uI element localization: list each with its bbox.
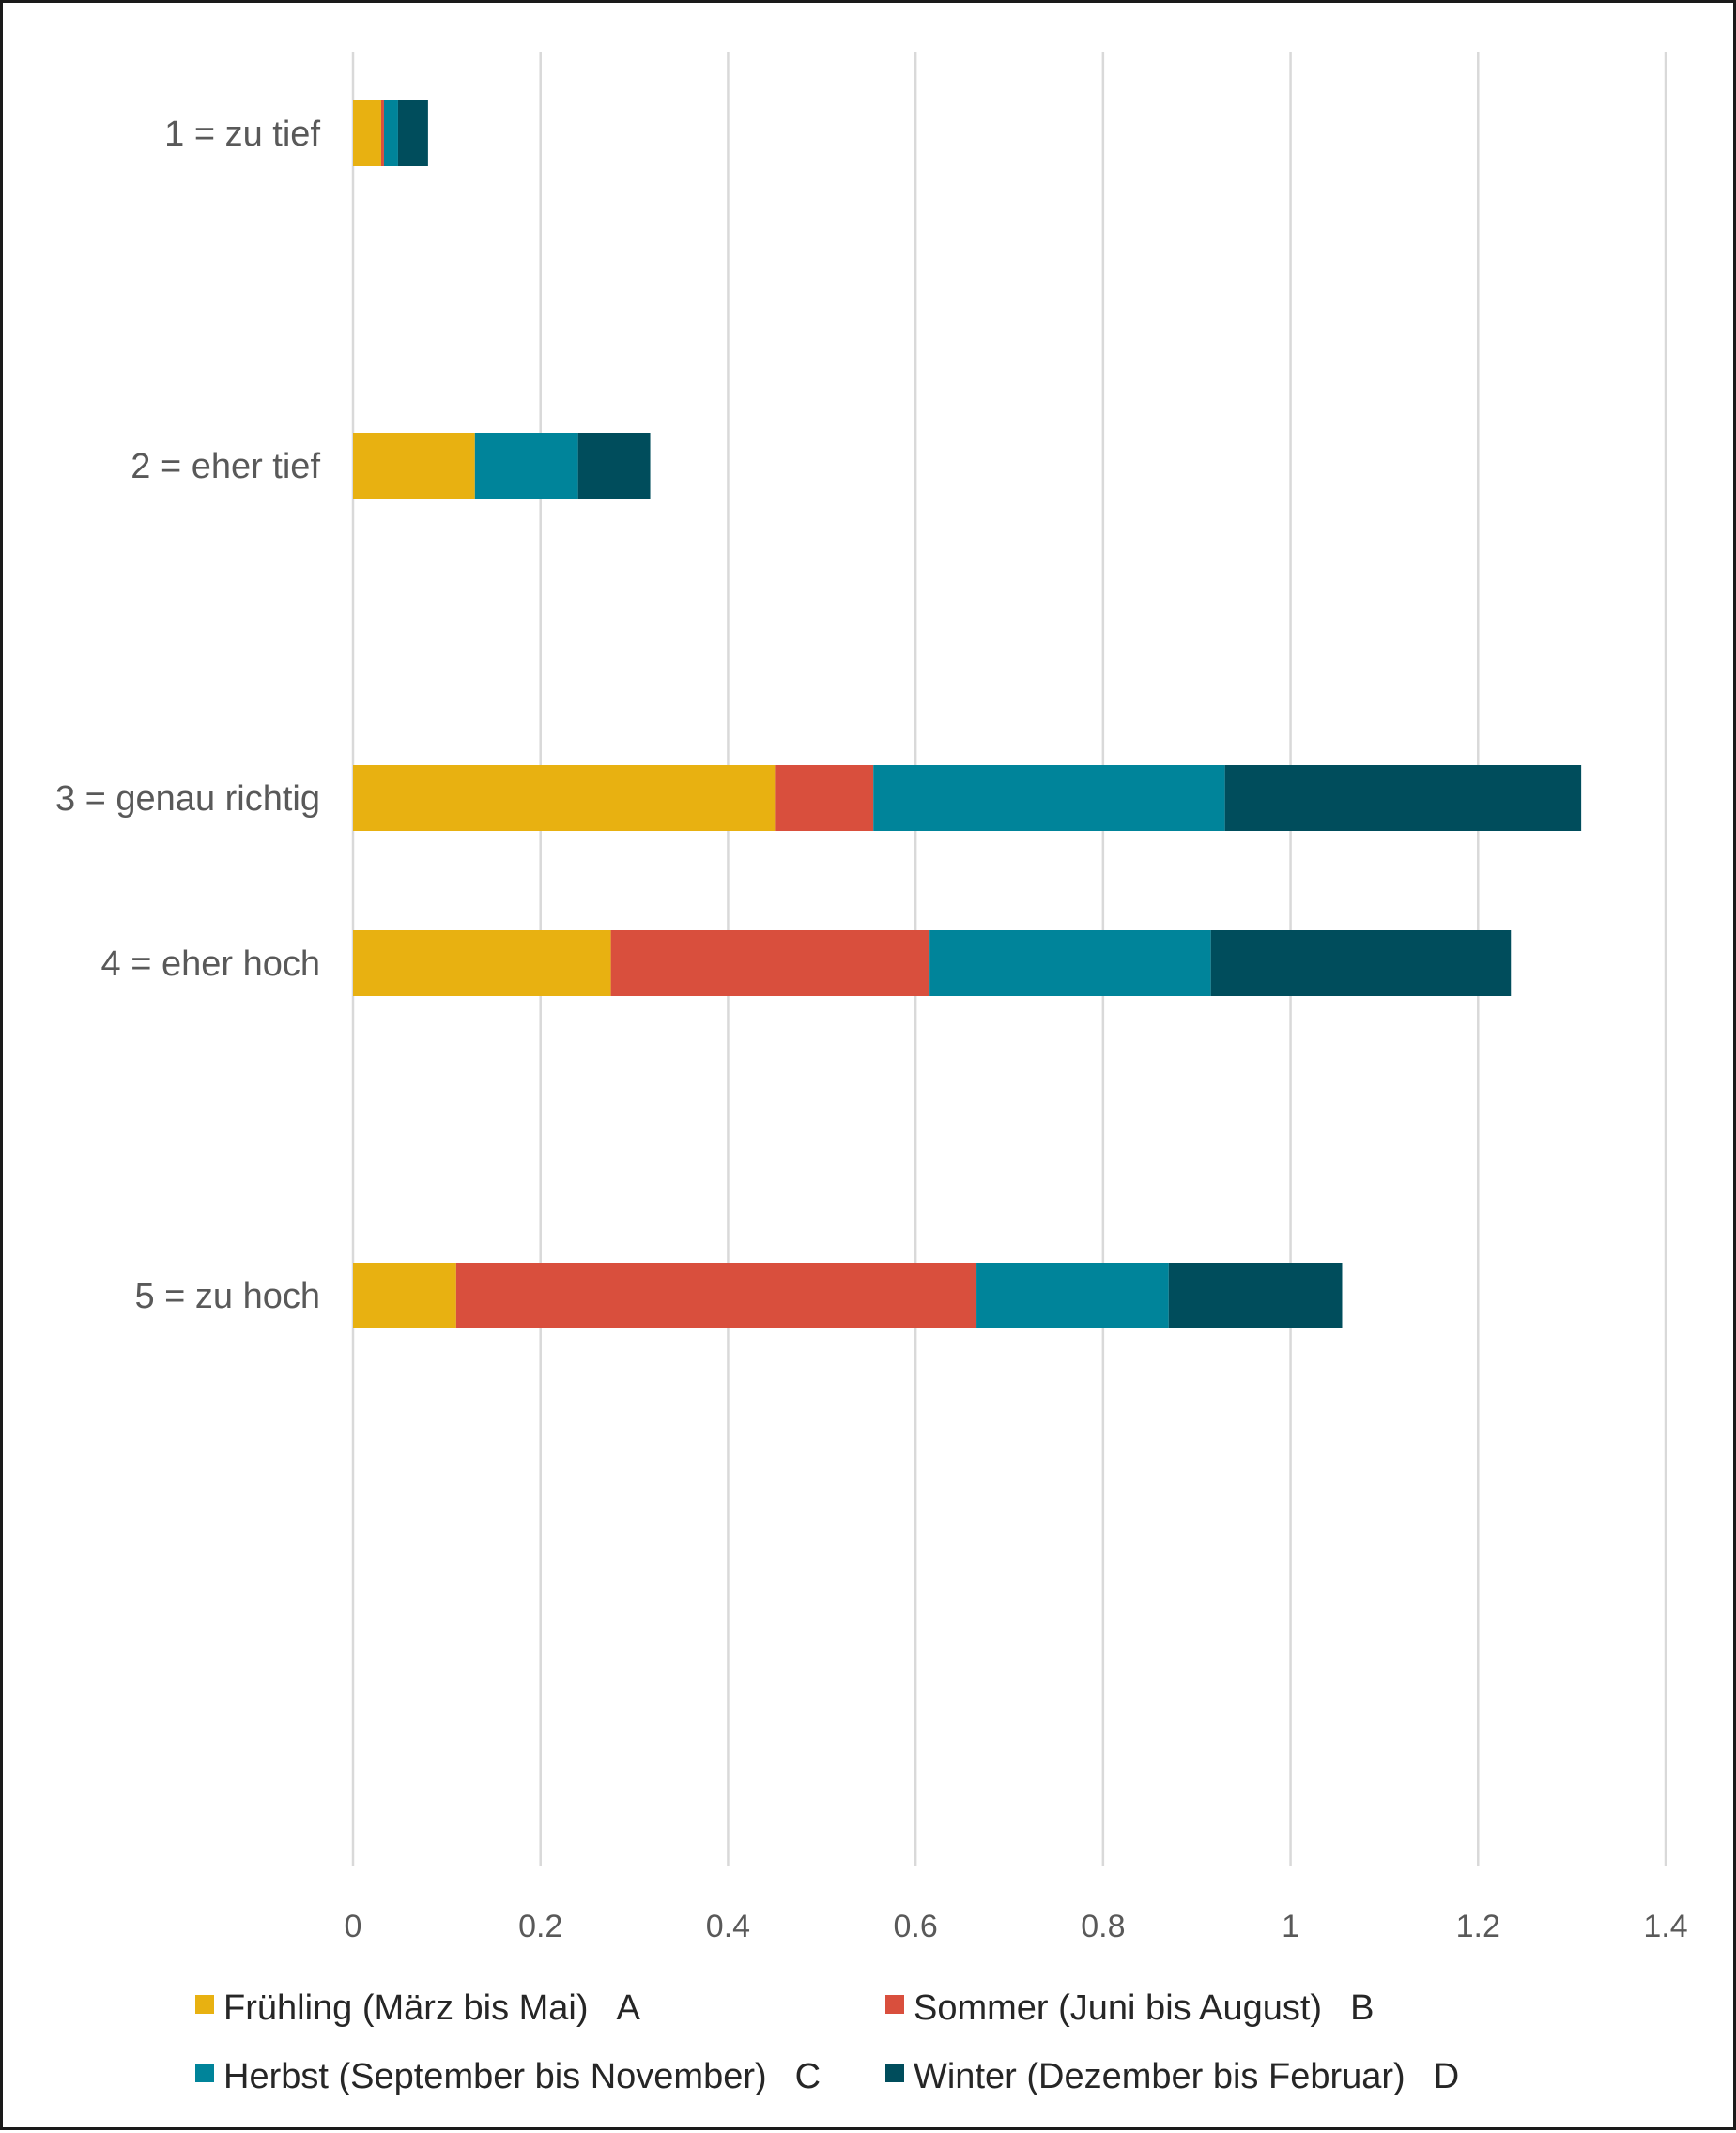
x-tick-label: 0.8 [1081,1909,1125,1944]
bar-segment-3-b [775,765,874,831]
category-label: 3 = genau richtig [55,779,320,819]
bar-segment-4-c [929,930,1211,996]
bar-segment-3-c [873,765,1225,831]
x-tick-label: 1 [1282,1909,1299,1944]
bar-segment-4-d [1210,930,1512,996]
legend-label: Winter (Dezember bis Februar) D [914,2057,1459,2096]
legend-label: Herbst (September bis November) C [223,2057,821,2096]
bar-segment-2-a [353,433,475,499]
x-tick-label: 1.2 [1456,1909,1500,1944]
bar-segment-1-d [397,100,428,166]
legend-series-letter: A [617,1988,641,2028]
legend: Frühling (März bis Mai) A Sommer (Juni bis… [195,1988,1459,2096]
x-tick-label: 1.4 [1643,1909,1687,1944]
bar-segment-2-c [474,433,578,499]
legend-series-name: Frühling (März bis Mai) [223,1988,589,2028]
category-label: 2 = eher tief [131,447,320,486]
bar-segment-5-b [455,1263,977,1328]
stacked-bar-chart: 1 = zu tief 2 = eher tief 3 = genau richti… [55,52,1688,2096]
legend-series-letter: D [1434,2057,1459,2096]
legend-item-b: Sommer (Juni bis August) B [885,1988,1374,2028]
category-label: 5 = zu hoch [134,1277,320,1316]
x-tick-label: 0.6 [894,1909,938,1944]
bar-segment-5-c [976,1263,1169,1328]
bar-segment-1-c [383,100,398,166]
legend-item-a: Frühling (März bis Mai) A [195,1988,641,2028]
legend-series-name: Herbst (September bis November) [223,2057,767,2096]
x-tick-label: 0.2 [518,1909,562,1944]
bars [353,100,1582,1328]
legend-item-c: Herbst (September bis November) C [195,2057,821,2096]
bar-segment-3-a [353,765,776,831]
legend-series-name: Sommer (Juni bis August) [914,1988,1322,2028]
bar-segment-1-a [353,100,381,166]
legend-series-name: Winter (Dezember bis Februar) [914,2057,1406,2096]
legend-swatch [195,2064,214,2082]
category-label: 4 = eher hoch [101,944,320,984]
legend-series-letter: C [795,2057,821,2096]
bar-segment-3-d [1224,765,1582,831]
bar-segment-1-b [380,100,384,166]
legend-series-letter: B [1350,1988,1374,2028]
bar-segment-4-b [610,930,930,996]
bar-segment-5-d [1168,1263,1343,1328]
category-label: 1 = zu tief [164,115,320,154]
legend-swatch [195,1995,214,2014]
x-tick-label: 0.4 [706,1909,750,1944]
legend-label: Frühling (März bis Mai) A [223,1988,641,2028]
bar-segment-2-d [577,433,651,499]
legend-swatch [885,2064,904,2082]
legend-label: Sommer (Juni bis August) B [914,1988,1374,2028]
bar-segment-5-a [353,1263,456,1328]
x-axis-tick-labels: 0 0.2 0.4 0.6 0.8 1 1.2 1.4 [345,1909,1688,1944]
legend-swatch [885,1995,904,2014]
legend-item-d: Winter (Dezember bis Februar) D [885,2057,1459,2096]
bar-segment-4-a [353,930,611,996]
category-labels: 1 = zu tief 2 = eher tief 3 = genau richti… [55,115,320,1316]
x-tick-label: 0 [345,1909,362,1944]
